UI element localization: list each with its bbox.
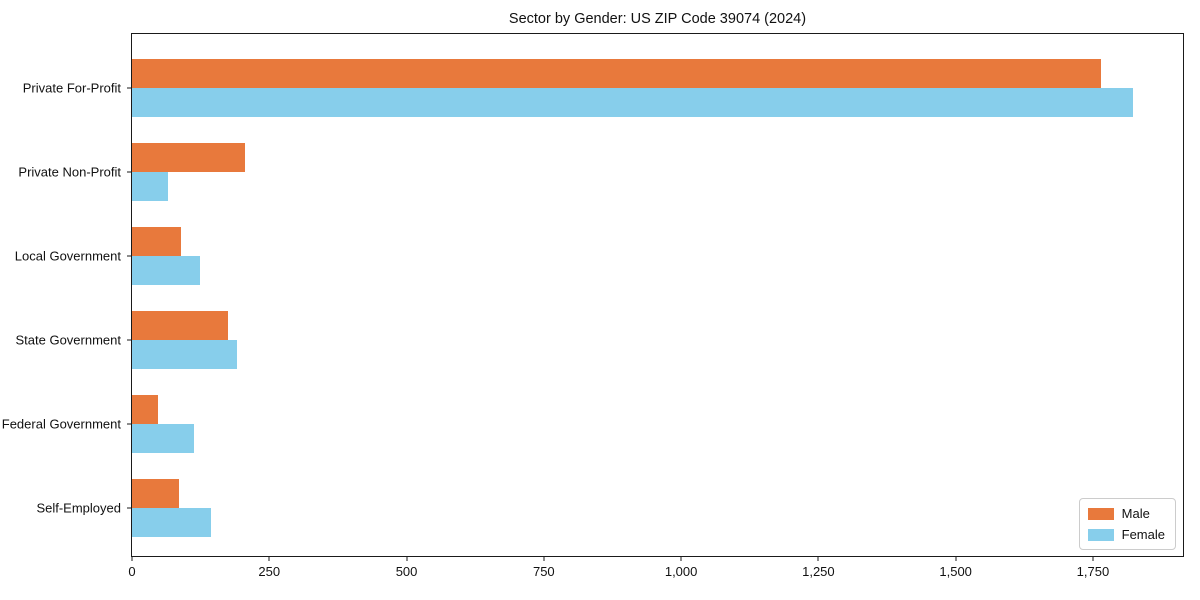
x-tick-label: 1,000 bbox=[664, 564, 698, 579]
bar-female bbox=[132, 88, 1134, 117]
x-tick-mark bbox=[1092, 556, 1094, 561]
legend-item-female: Female bbox=[1087, 527, 1165, 542]
bar-male bbox=[132, 143, 245, 172]
bar-male bbox=[132, 395, 159, 424]
x-tick-mark bbox=[406, 556, 408, 561]
x-tick-label: 1,250 bbox=[802, 564, 835, 579]
legend-swatch-male bbox=[1087, 507, 1114, 520]
y-tick-mark bbox=[127, 255, 132, 257]
bar-male bbox=[132, 311, 228, 340]
x-tick-label: 1,750 bbox=[1076, 564, 1110, 579]
chart-title: Sector by Gender: US ZIP Code 39074 (202… bbox=[508, 11, 807, 27]
y-tick-mark bbox=[127, 87, 132, 89]
legend-swatch-female bbox=[1087, 528, 1114, 541]
bar-male bbox=[132, 227, 182, 256]
y-tick-label: Local Government bbox=[14, 248, 121, 264]
bar-group bbox=[132, 311, 1183, 369]
x-tick-label: 250 bbox=[258, 564, 281, 579]
legend: Male Female bbox=[1078, 498, 1176, 550]
x-tick-label: 500 bbox=[395, 564, 418, 579]
x-tick-mark bbox=[131, 556, 133, 561]
x-tick-label: 1,500 bbox=[939, 564, 972, 579]
x-tick-mark bbox=[817, 556, 819, 561]
x-tick-mark bbox=[955, 556, 957, 561]
plot-area: Male Female Private For-Profit Private No… bbox=[2, 33, 1184, 579]
x-tick-mark bbox=[543, 556, 545, 561]
bar-female bbox=[132, 508, 212, 537]
y-tick-label: Private For-Profit bbox=[22, 80, 121, 96]
y-tick-label: Federal Government bbox=[1, 416, 121, 432]
bar-group bbox=[132, 479, 1183, 537]
y-tick-mark bbox=[127, 339, 132, 341]
x-tick-mark bbox=[268, 556, 270, 561]
y-tick-label: Private Non-Profit bbox=[18, 164, 121, 180]
y-tick-mark bbox=[127, 507, 132, 509]
y-tick-label: State Government bbox=[15, 332, 122, 348]
y-tick-mark bbox=[127, 423, 132, 425]
bar-male bbox=[132, 59, 1102, 88]
legend-label-male: Male bbox=[1121, 506, 1150, 521]
bar-group bbox=[132, 227, 1183, 285]
y-tick-label: Self-Employed bbox=[36, 500, 121, 516]
x-tick-label: 0 bbox=[128, 564, 136, 579]
bar-male bbox=[132, 479, 180, 508]
bar-group bbox=[132, 143, 1183, 201]
bar-female bbox=[132, 172, 169, 201]
y-tick-mark bbox=[127, 171, 132, 173]
bar-female bbox=[132, 424, 195, 453]
x-tick-label: 750 bbox=[532, 564, 555, 579]
legend-item-male: Male bbox=[1087, 506, 1165, 521]
legend-label-female: Female bbox=[1121, 527, 1165, 542]
bar-group bbox=[132, 59, 1183, 117]
x-tick-mark bbox=[680, 556, 682, 561]
bar-female bbox=[132, 340, 237, 369]
bar-group bbox=[132, 395, 1183, 453]
bar-female bbox=[132, 256, 201, 285]
